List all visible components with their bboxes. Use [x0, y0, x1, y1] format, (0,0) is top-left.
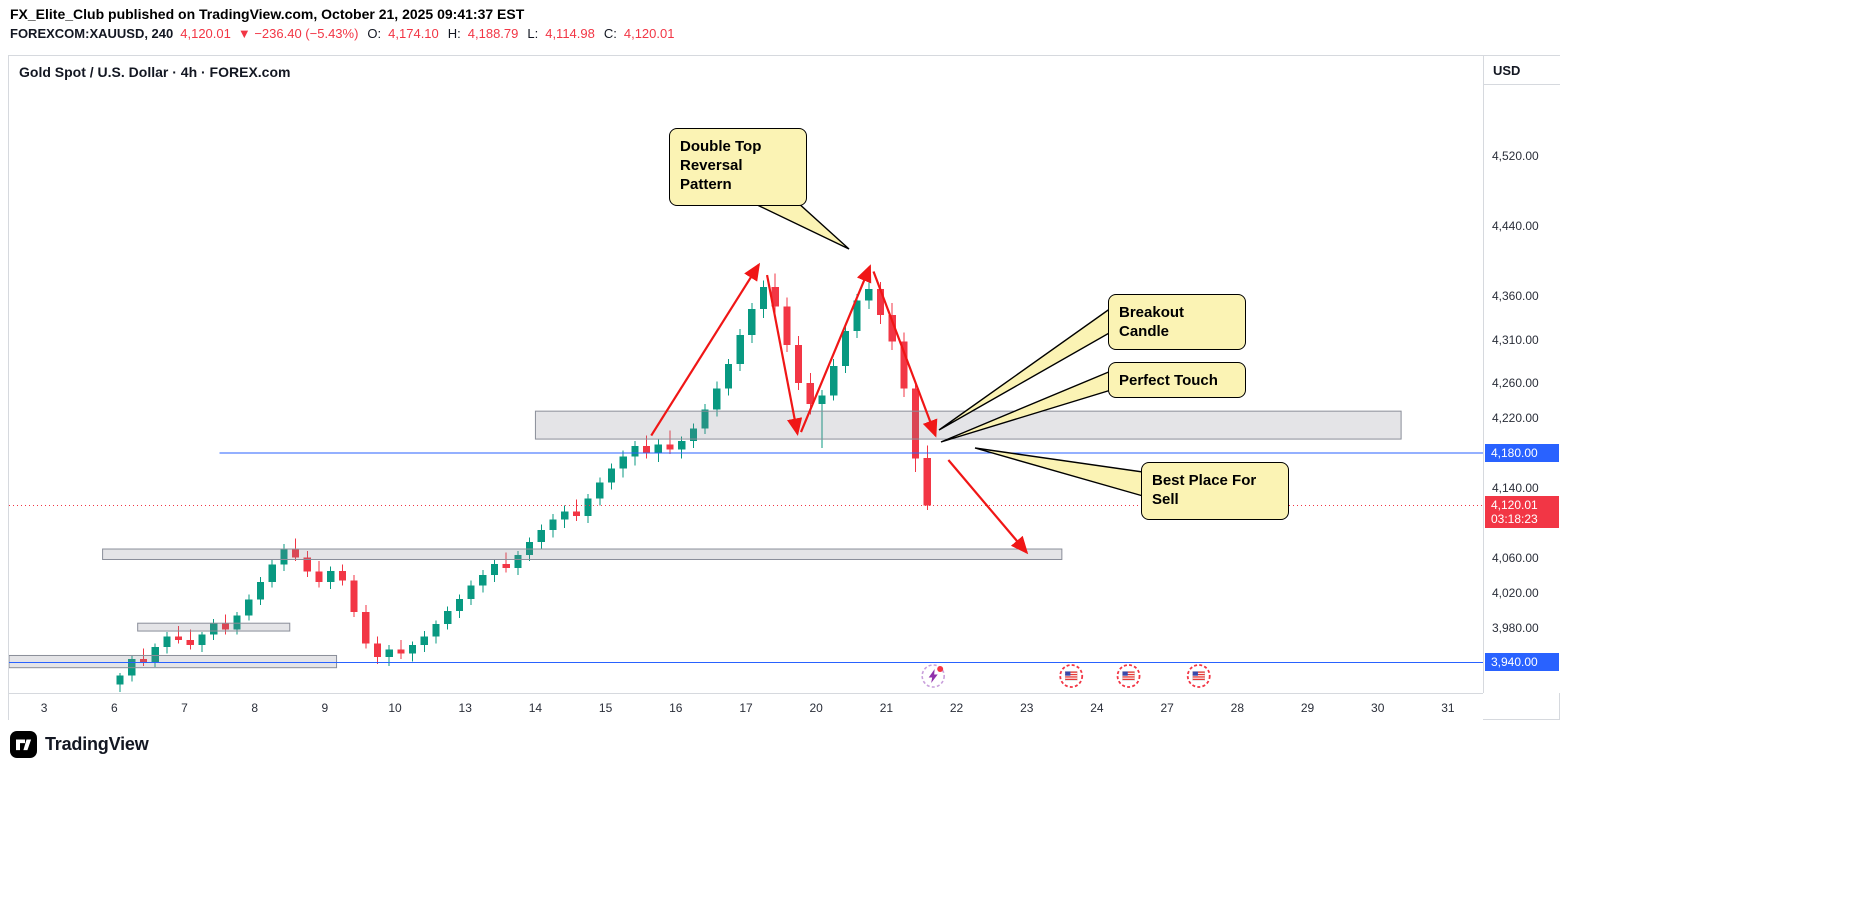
candles	[116, 269, 931, 693]
currency-label: USD	[1484, 56, 1560, 85]
resistance-price-value: 4,180.00	[1491, 446, 1538, 461]
symbol-legend: FOREXCOM:XAUUSD, 240 4,120.01 ▼ −236.40 …	[10, 26, 674, 41]
time-tick: 9	[321, 701, 329, 715]
tradingview-logomark-icon	[10, 731, 37, 758]
callout-text: Best Place For	[1152, 472, 1257, 489]
support-price-tag: 3,940.00	[1485, 653, 1559, 672]
time-tick: 30	[1371, 701, 1385, 715]
callout-best-place-for-sell[interactable]: Best Place For Sell	[1141, 462, 1289, 520]
trend-arrows[interactable]	[650, 262, 1029, 555]
close-value: 4,120.01	[623, 26, 675, 41]
price-axis[interactable]: USD 4,180.00 3,940.00 4,120.01 03:18:23 …	[1483, 56, 1560, 693]
flash-event-icon[interactable]	[921, 664, 945, 688]
price-tick: 4,520.00	[1492, 149, 1539, 164]
open-value: 4,174.10	[388, 26, 439, 41]
time-tick: 31	[1441, 701, 1455, 715]
time-tick: 3	[40, 701, 48, 715]
us-economic-event-icon[interactable]	[1186, 664, 1211, 688]
trend-arrow[interactable]	[765, 274, 803, 436]
price-tick: 4,020.00	[1492, 585, 1539, 600]
us-economic-event-icon[interactable]	[1059, 664, 1084, 688]
chart-frame: Gold Spot / U.S. Dollar · 4h · FOREX.com…	[8, 55, 1560, 720]
time-tick: 24	[1090, 701, 1104, 715]
time-tick: 14	[528, 701, 543, 715]
support-price-value: 3,940.00	[1491, 655, 1538, 670]
tradingview-wordmark: TradingView	[45, 734, 149, 754]
callout-text: Pattern	[680, 176, 732, 193]
time-tick: 15	[598, 701, 613, 715]
trend-arrow[interactable]	[799, 264, 872, 433]
price-tick: 3,980.00	[1492, 620, 1539, 635]
callout-text: Perfect Touch	[1119, 372, 1218, 389]
callout-text: Reversal	[680, 157, 743, 174]
low-value: 4,114.98	[545, 26, 595, 41]
time-tick: 8	[251, 701, 258, 715]
trend-arrow[interactable]	[872, 271, 938, 438]
time-tick: 27	[1160, 701, 1174, 715]
price-tick: 4,220.00	[1492, 411, 1539, 426]
time-tick: 6	[110, 701, 118, 715]
low-label: L:	[527, 26, 539, 41]
lower-support-zone[interactable]	[9, 654, 338, 669]
time-tick: 13	[458, 701, 472, 715]
trend-arrow[interactable]	[650, 262, 761, 437]
time-axis[interactable]: 3 6 7 8 9 10 13 14 15 16 17 20 21 22 23 24 27 28 29 30 31	[9, 693, 1483, 720]
time-tick: 16	[669, 701, 683, 715]
symbol-name: FOREXCOM:XAUUSD, 240	[10, 26, 174, 41]
callout-text: Breakout	[1119, 304, 1185, 321]
upper-supply-zone[interactable]	[534, 410, 1402, 440]
price-tick: 4,060.00	[1492, 550, 1539, 565]
open-label: O:	[367, 26, 382, 41]
time-tick: 23	[1020, 701, 1034, 715]
callout-perfect-touch[interactable]: Perfect Touch	[1108, 362, 1246, 398]
resistance-price-tag: 4,180.00	[1485, 444, 1559, 463]
callout-text: Sell	[1152, 491, 1179, 508]
publish-info: FX_Elite_Club published on TradingView.c…	[10, 6, 525, 22]
us-economic-event-icon[interactable]	[1116, 664, 1141, 688]
callout-double-top[interactable]: Double Top Reversal Pattern	[669, 128, 807, 206]
high-value: 4,188.79	[467, 26, 519, 41]
price-tick: 4,310.00	[1492, 332, 1539, 347]
time-tick: 22	[949, 701, 964, 715]
callout-tail-best-place-for-sell	[974, 447, 1144, 497]
time-tick: 21	[879, 701, 894, 715]
time-tick: 28	[1230, 701, 1244, 715]
tradingview-logo[interactable]: TradingView	[10, 731, 149, 758]
time-tick: 17	[739, 701, 753, 715]
legend-change: ▼ −236.40 (−5.43%)	[237, 26, 359, 41]
high-label: H:	[447, 26, 461, 41]
time-tick: 20	[809, 701, 823, 715]
time-tick: 10	[388, 701, 402, 715]
trend-arrow[interactable]	[947, 459, 1029, 555]
price-tick: 4,140.00	[1492, 480, 1539, 495]
callout-tail-double-top	[750, 201, 850, 250]
time-tick: 7	[181, 701, 188, 715]
time-tick: 29	[1300, 701, 1315, 715]
price-tick: 4,360.00	[1492, 288, 1539, 303]
price-tick: 4,440.00	[1492, 219, 1539, 234]
callout-text: Double Top	[680, 138, 762, 155]
close-label: C:	[603, 26, 617, 41]
legend-last-price: 4,120.01	[180, 26, 231, 41]
callout-breakout-candle[interactable]: Breakout Candle	[1108, 294, 1246, 350]
last-price-tag: 4,120.01 03:18:23	[1485, 496, 1559, 529]
price-tick: 4,260.00	[1492, 376, 1539, 391]
callout-text: Candle	[1119, 323, 1170, 340]
last-price-value: 4,120.01	[1491, 498, 1538, 513]
chart-title: Gold Spot / U.S. Dollar · 4h · FOREX.com	[19, 64, 291, 80]
minor-level-zone[interactable]	[137, 622, 291, 632]
mid-support-zone[interactable]	[102, 548, 1063, 560]
candle-countdown: 03:18:23	[1491, 512, 1538, 527]
